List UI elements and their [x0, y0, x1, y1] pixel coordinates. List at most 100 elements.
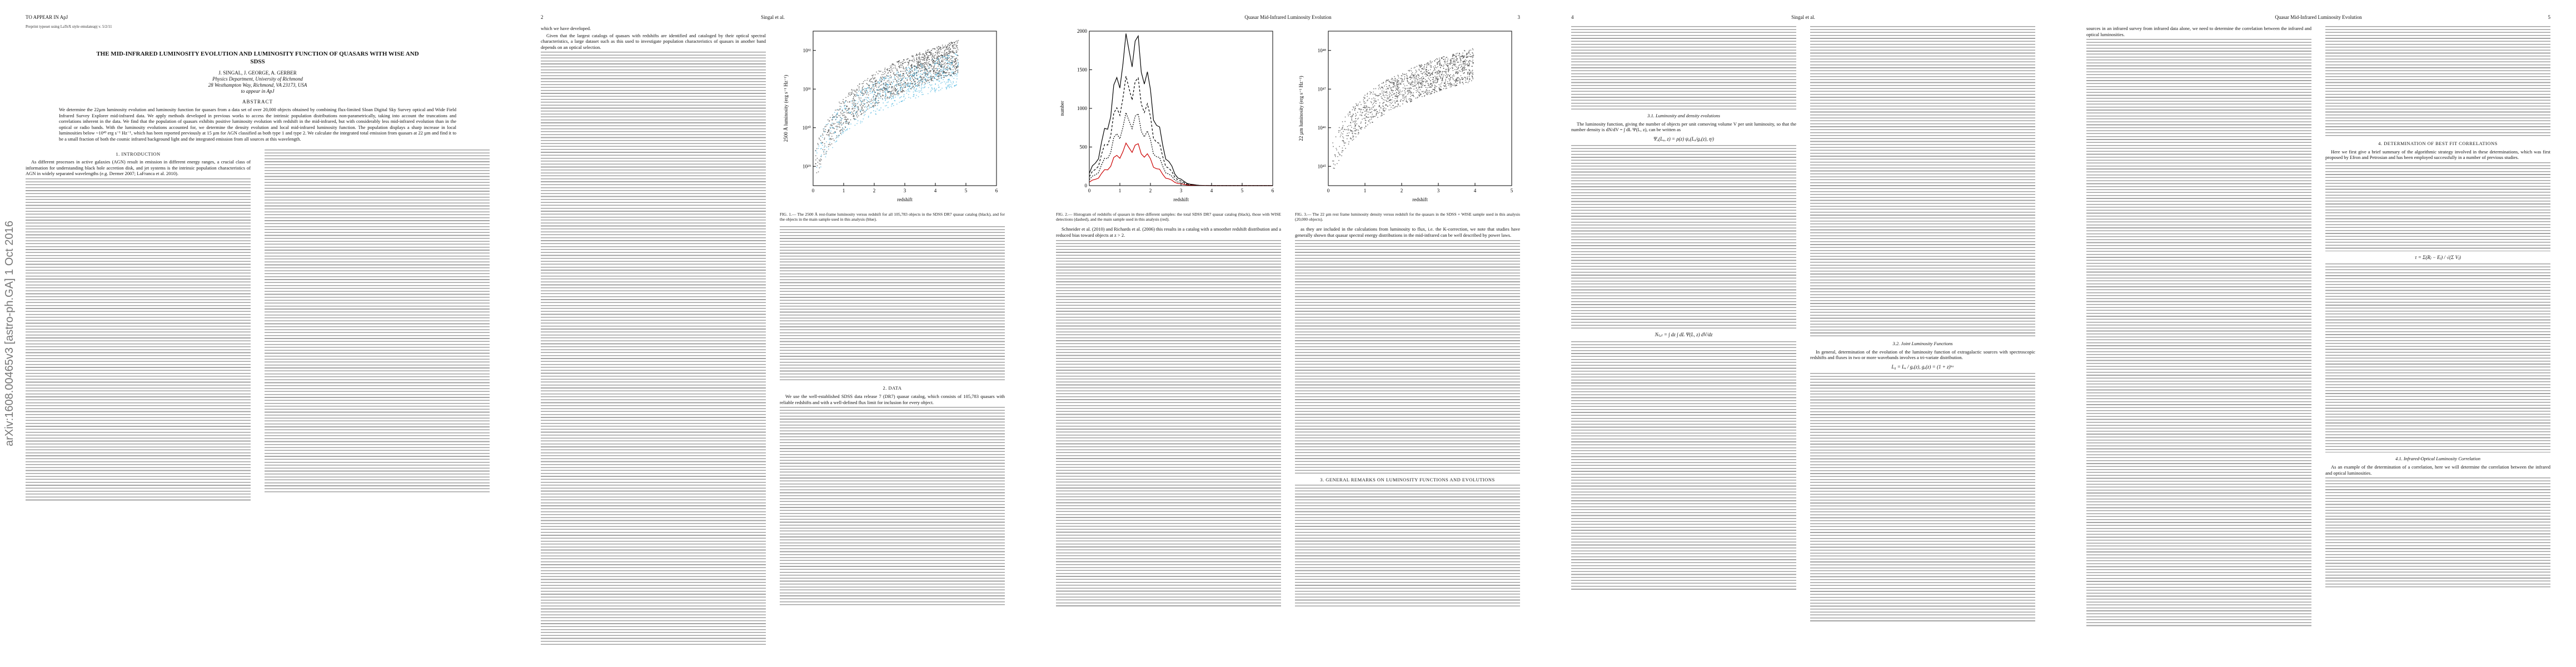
scatter-dot — [1388, 81, 1390, 82]
scatter-dot — [920, 71, 921, 72]
scatter-dot — [912, 86, 914, 87]
scatter-dot — [1464, 60, 1466, 62]
scatter-dot — [874, 91, 875, 92]
scatter-dot — [928, 63, 929, 64]
y-tick-label: 1500 — [1077, 67, 1088, 73]
scatter-dot — [831, 133, 833, 135]
scatter-dot — [1381, 97, 1383, 99]
y-axis-label: 2500 Å luminosity (erg s⁻¹ Hz⁻¹) — [783, 75, 789, 142]
scatter-dot — [822, 145, 823, 146]
scatter-dot — [1434, 91, 1436, 93]
scatter-dot — [1419, 87, 1421, 88]
scatter-dot — [906, 84, 908, 86]
scatter-dot — [1372, 116, 1373, 117]
scatter-dot — [906, 83, 908, 84]
scatter-dot — [870, 88, 872, 90]
scatter-dot — [857, 113, 858, 115]
scatter-dot — [913, 82, 914, 84]
scatter-dot — [1432, 79, 1433, 81]
scatter-dot — [919, 76, 920, 78]
scatter-dot — [1364, 115, 1366, 116]
scatter-dot — [1369, 91, 1371, 92]
scatter-dot — [923, 84, 925, 86]
scatter-dot — [951, 74, 952, 76]
scatter-dot — [1433, 69, 1434, 71]
scatter-dot — [910, 83, 911, 85]
scatter-dot — [1359, 115, 1361, 116]
scatter-dot — [1472, 62, 1474, 63]
scatter-dot — [1388, 79, 1389, 81]
scatter-dot — [911, 74, 913, 76]
scatter-dot — [925, 63, 927, 64]
scatter-dot — [1363, 105, 1365, 107]
scatter-dot — [1356, 123, 1358, 125]
scatter-dot — [1367, 92, 1368, 94]
scatter-dot — [1343, 145, 1345, 146]
scatter-dot — [1437, 76, 1438, 78]
scatter-dot — [914, 69, 915, 71]
scatter-dot — [1445, 85, 1446, 87]
scatter-dot — [818, 137, 820, 139]
scatter-dot — [944, 81, 945, 83]
scatter-dot — [870, 103, 871, 104]
scatter-dot — [1425, 76, 1427, 77]
scatter-dot — [879, 89, 880, 91]
scatter-dot — [869, 99, 871, 101]
scatter-dot — [906, 92, 908, 94]
x-tick-label: 1 — [843, 188, 845, 193]
scatter-dot — [915, 82, 916, 84]
scatter-dot — [955, 49, 957, 51]
scatter-dot — [900, 63, 901, 65]
column — [265, 148, 490, 502]
scatter-dot — [826, 146, 828, 148]
scatter-dot — [905, 82, 906, 83]
scatter-dot — [1334, 154, 1336, 156]
scatter-dot — [1421, 64, 1422, 66]
scatter-dot — [844, 118, 845, 120]
scatter-dot — [1423, 68, 1425, 69]
scatter-dot — [1396, 92, 1397, 93]
scatter-dot — [826, 134, 828, 136]
scatter-dot — [916, 73, 918, 74]
scatter-dot — [938, 51, 939, 53]
scatter-dot — [1432, 88, 1434, 90]
scatter-dot — [885, 94, 886, 96]
scatter-dot — [911, 60, 913, 61]
x-tick-label: 3 — [904, 188, 906, 193]
scatter-dot — [881, 88, 883, 90]
scatter-dot — [1383, 106, 1384, 107]
scatter-dot — [875, 99, 876, 101]
scatter-dot — [875, 84, 876, 86]
scatter-dot — [1356, 103, 1357, 104]
scatter-dot — [1388, 93, 1390, 95]
scatter-dot — [930, 66, 932, 68]
scatter-dot — [903, 94, 905, 95]
scatter-dot — [1341, 151, 1343, 153]
scatter-dot — [1433, 80, 1435, 82]
scatter-dot — [908, 97, 910, 98]
scatter-dot — [1350, 125, 1352, 126]
scatter-dot — [1426, 81, 1427, 82]
scatter-dot — [895, 96, 896, 98]
scatter-dot — [881, 98, 883, 99]
scatter-dot — [872, 91, 874, 92]
scatter-dot — [895, 74, 897, 76]
scatter-dot — [888, 97, 890, 99]
scatter-dot — [932, 61, 934, 62]
scatter-dot — [916, 63, 918, 64]
scatter-dot — [900, 64, 902, 66]
scatter-dot — [899, 60, 900, 62]
scatter-dot — [933, 62, 934, 64]
scatter-dot — [919, 63, 921, 64]
scatter-dot — [1472, 56, 1474, 58]
scatter-dot — [1469, 74, 1471, 76]
section-heading: 4. DETERMINATION OF BEST FIT CORRELATION… — [2378, 141, 2498, 146]
column: sources in an infrared survey from infra… — [2086, 24, 2311, 630]
scatter-dot — [1449, 77, 1451, 78]
scatter-dot — [1410, 98, 1412, 100]
scatter-dot — [870, 81, 872, 83]
scatter-dot — [1401, 81, 1403, 83]
scatter-dot — [824, 149, 825, 151]
scatter-dot — [948, 56, 950, 58]
scatter-dot — [896, 73, 897, 74]
